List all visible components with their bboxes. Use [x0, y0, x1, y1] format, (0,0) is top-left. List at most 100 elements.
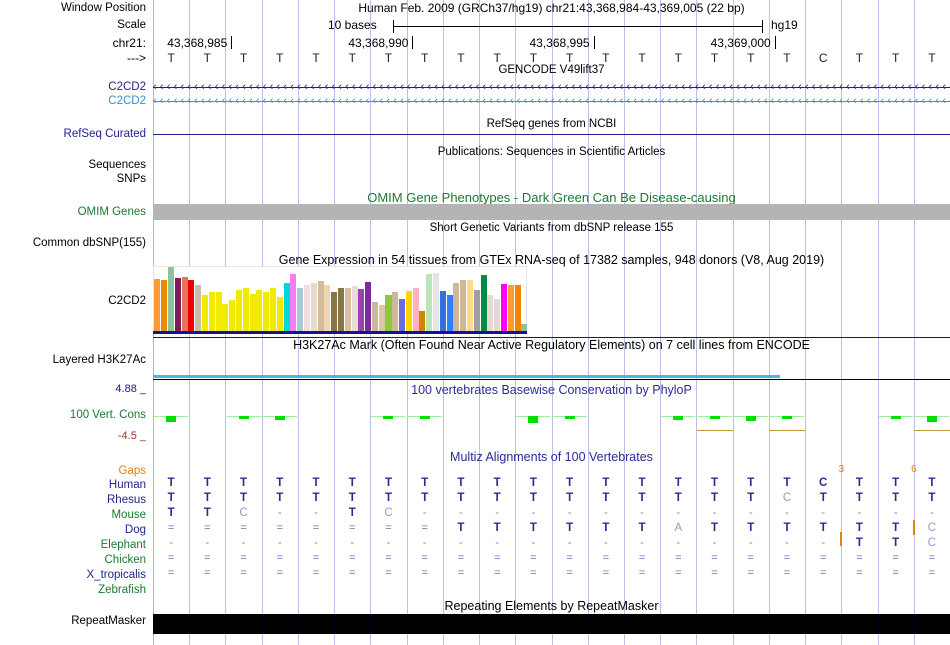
- sidebar-item-species-rhesus[interactable]: Rhesus: [107, 494, 146, 506]
- gtex-bar: [174, 277, 181, 332]
- alignment-base: =: [856, 552, 863, 564]
- sequence-base: T: [167, 51, 175, 65]
- gridline: [660, 0, 661, 645]
- sidebar-item-species-dog[interactable]: Dog: [124, 524, 146, 536]
- gtex-bar: [256, 290, 263, 332]
- sequence-base: T: [855, 51, 864, 65]
- alignment-base: -: [712, 507, 717, 519]
- alignment-base: =: [204, 567, 211, 579]
- alignment-base: -: [314, 537, 318, 549]
- sidebar-item-conservation[interactable]: 100 Vert. Cons: [69, 409, 146, 421]
- gtex-bar: [249, 293, 256, 332]
- alignment-base: =: [675, 567, 682, 579]
- alignment-base: =: [349, 567, 356, 579]
- gtex-bar: [331, 291, 338, 332]
- alignment-base: -: [459, 537, 463, 549]
- alignment-base: -: [603, 507, 608, 519]
- gridline: [914, 0, 915, 645]
- alignment-base: =: [421, 567, 428, 579]
- alignment-base: T: [638, 477, 646, 489]
- alignment-base: T: [638, 492, 646, 504]
- sidebar-item-gencode-c2cd2-1[interactable]: C2CD2: [108, 81, 146, 93]
- sequence-base: T: [710, 51, 719, 65]
- h3k27ac-baseline: [153, 379, 950, 380]
- sidebar-item-species-x-tropicalis[interactable]: X_tropicalis: [86, 569, 146, 581]
- gtex-bar: [269, 288, 276, 332]
- sidebar-item-gaps[interactable]: Gaps: [118, 465, 147, 477]
- alignment-base: T: [819, 522, 827, 534]
- alignment-base: -: [640, 507, 644, 519]
- alignment-base: T: [384, 492, 392, 504]
- conservation-histogram[interactable]: [153, 396, 950, 440]
- alignment-base: -: [277, 507, 282, 519]
- gtex-bar: [521, 323, 528, 332]
- gridline: [841, 0, 842, 645]
- ruler-tick: [593, 36, 595, 49]
- alignment-base: T: [747, 477, 755, 489]
- sequence-base: T: [384, 51, 393, 65]
- gtex-bar: [297, 288, 304, 332]
- gtex-bar: [167, 267, 174, 332]
- gtex-bar: [229, 300, 236, 332]
- sidebar-item-gencode-c2cd2-2[interactable]: C2CD2: [108, 95, 146, 107]
- sidebar-item-sequences[interactable]: Sequences: [88, 159, 146, 171]
- sidebar-item-gtex-c2cd2[interactable]: C2CD2: [108, 295, 146, 307]
- alignment-base: T: [348, 492, 356, 504]
- alignment-base: T: [747, 522, 755, 534]
- alignment-base: -: [531, 537, 536, 549]
- sidebar-item-species-elephant[interactable]: Elephant: [100, 539, 146, 551]
- sequence-base: T: [348, 51, 356, 65]
- track-data-pane[interactable]: Human Feb. 2009 (GRCh37/hg19) chr21:43,3…: [153, 0, 950, 645]
- alignment-base: =: [312, 552, 320, 564]
- alignment-base: -: [422, 507, 427, 519]
- sidebar-item-refseq-curated[interactable]: RefSeq Curated: [63, 128, 146, 140]
- gtex-bar: [507, 284, 514, 332]
- alignment-base: =: [421, 552, 428, 564]
- sidebar-item-omim-genes[interactable]: OMIM Genes: [77, 206, 146, 218]
- omim-gene-bar[interactable]: [153, 204, 950, 220]
- alignment-base: =: [819, 567, 827, 579]
- sidebar-item-species-zebrafish[interactable]: Zebrafish: [98, 584, 146, 596]
- ruler-tick: [231, 36, 233, 49]
- sequence-base: T: [421, 51, 429, 65]
- repeatmasker-bar[interactable]: [153, 614, 950, 634]
- ruler-position-label: 43,369,000: [710, 36, 771, 50]
- alignment-base: -: [748, 507, 753, 519]
- alignment-base: =: [385, 567, 392, 579]
- sidebar-item-species-human[interactable]: Human: [108, 479, 146, 491]
- sidebar-item-common-dbsnp[interactable]: Common dbSNP(155): [32, 237, 146, 249]
- alignment-base: =: [783, 567, 791, 579]
- gtex-bar: [358, 288, 365, 332]
- gtex-bar: [439, 291, 446, 332]
- alignment-base: C: [384, 507, 393, 519]
- sequence-base: T: [493, 51, 501, 65]
- h3k27ac-top-line: [153, 337, 950, 338]
- sidebar-item-snps[interactable]: SNPs: [116, 173, 146, 185]
- gtex-expression-chart[interactable]: [153, 266, 528, 332]
- sidebar-item-species-chicken[interactable]: Chicken: [104, 554, 146, 566]
- conservation-bar: [419, 416, 430, 419]
- alignment-base: T: [855, 477, 863, 489]
- gtex-bar: [337, 287, 344, 332]
- conservation-bar: [926, 416, 937, 422]
- alignment-base: =: [747, 567, 754, 579]
- alignment-base: -: [169, 537, 174, 549]
- alignment-base: =: [312, 522, 320, 534]
- gridline: [878, 0, 879, 645]
- sequence-base: T: [312, 51, 320, 65]
- alignment-base: =: [602, 567, 610, 579]
- alignment-base: T: [203, 507, 211, 519]
- gtex-bar: [235, 289, 242, 332]
- h3k27ac-signal-bar[interactable]: [153, 375, 780, 378]
- sidebar-item-repeatmasker[interactable]: RepeatMasker: [71, 615, 146, 627]
- alignment-base: T: [493, 477, 501, 489]
- alignment-base: -: [640, 537, 644, 549]
- alignment-base: =: [349, 552, 356, 564]
- sidebar-item-species-mouse[interactable]: Mouse: [111, 509, 146, 521]
- sidebar-item-layered-h3k27ac[interactable]: Layered H3K27Ac: [52, 354, 146, 366]
- gtex-bar: [317, 281, 324, 332]
- alignment-base: T: [493, 522, 501, 534]
- alignment-base: =: [711, 567, 718, 579]
- gtex-bar: [460, 279, 467, 332]
- gtex-bar: [188, 279, 195, 332]
